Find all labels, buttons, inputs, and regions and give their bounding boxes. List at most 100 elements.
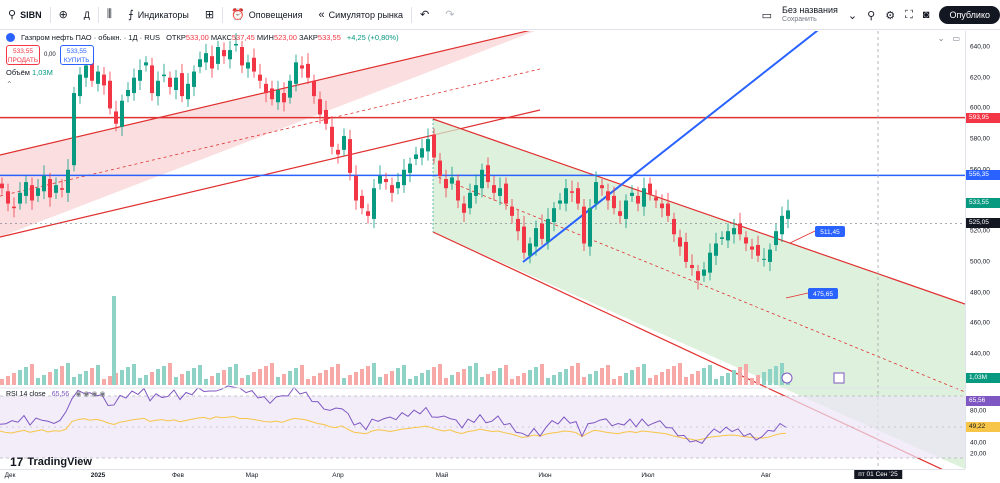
replay-label: Симулятор рынка <box>328 9 404 20</box>
divider <box>49 6 51 23</box>
chart-pane[interactable]: 511,45 475,65 <box>0 31 965 469</box>
add-symbol-button[interactable]: ⊕ <box>51 0 76 30</box>
undo-button[interactable]: ↶ <box>412 0 437 30</box>
save-layout[interactable]: Без названия Сохранить <box>776 5 844 24</box>
collapse-legend-icon[interactable]: ⌃ <box>6 80 13 89</box>
time-tick-label: Апр <box>332 472 344 479</box>
candle-body <box>582 206 586 244</box>
price-tick-label: 480,00 <box>970 289 990 297</box>
volume-bar <box>774 366 778 385</box>
candle-body <box>192 71 196 87</box>
collapse-pane-icon[interactable]: ⌄ <box>937 34 945 43</box>
price-tick-label: 440,00 <box>970 350 990 358</box>
layouts-button[interactable]: ⊞ <box>197 0 222 30</box>
price-axis[interactable]: 640,00620,00600,00580,00560,00540,00520,… <box>965 31 1000 469</box>
volume-bar <box>216 373 220 385</box>
time-axis[interactable]: Дек 2025 Фев Мар Апр Май Июн Июл Авг пт 01 Сен '2… <box>0 469 965 483</box>
candle-body <box>408 163 412 173</box>
volume-bar <box>732 370 736 385</box>
indicators-button[interactable]: ⨍ Индикаторы <box>120 0 197 30</box>
candle-body <box>672 218 676 235</box>
settings-button[interactable]: ⚙ <box>881 0 899 30</box>
volume-bar <box>330 367 334 385</box>
candle-body <box>258 74 262 81</box>
price-chart-canvas[interactable]: 511,45 475,65 <box>0 31 965 469</box>
volume-bar <box>756 375 760 385</box>
candle-body <box>186 83 190 100</box>
crosshair-date-label: пт 01 Сен '25 <box>854 470 902 479</box>
chart-type-button[interactable]: ⫼ <box>99 0 120 30</box>
candle-body <box>570 191 574 193</box>
search-icon: ⚲ <box>867 9 876 22</box>
candle-body <box>372 188 376 219</box>
price-tick-label: 500,00 <box>970 258 990 266</box>
volume-bar <box>120 370 124 385</box>
candle-body <box>438 160 442 176</box>
volume-bar <box>348 375 352 385</box>
volume-bar <box>618 376 622 385</box>
redo-button[interactable]: ↷ <box>437 0 462 30</box>
candle-body <box>96 71 100 84</box>
interval-button[interactable]: Д <box>76 0 98 30</box>
candle-body <box>210 56 214 69</box>
ohlc-values: ОТКР533,00 МАКС537,45 МИН523,00 ЗАКР533,… <box>166 33 341 42</box>
maximize-pane-icon[interactable]: ▭ <box>952 34 960 43</box>
volume-bar <box>660 372 664 385</box>
volume-bar <box>744 364 748 385</box>
volume-bar <box>306 379 310 385</box>
tradingview-logo: 17 TradingView <box>10 455 92 469</box>
candle-body <box>774 231 778 246</box>
symbol-search[interactable]: ⚲ SIBN <box>0 0 50 30</box>
candle-body <box>576 188 580 204</box>
candle-body <box>6 191 10 204</box>
candle-body <box>474 185 478 196</box>
volume-bar <box>738 367 742 385</box>
fullscreen-button[interactable]: ⛶ <box>901 0 917 30</box>
callout-511-text: 511,45 <box>820 229 840 236</box>
toolbar-right: ▭ Без названия Сохранить ⌄ ⚲ ⚙ ⛶ ◙ Опубл… <box>758 0 1000 30</box>
quick-search-button[interactable]: ⚲ <box>863 0 879 30</box>
volume-bar <box>318 373 322 385</box>
candle-body <box>432 134 436 158</box>
candle-body <box>276 89 280 103</box>
rsi-line <box>0 385 787 444</box>
candle-body <box>564 188 568 204</box>
volume-bar <box>78 374 82 385</box>
candle-body <box>84 65 88 78</box>
replay-button[interactable]: « Симулятор рынка <box>311 0 412 30</box>
time-tick-label: Июн <box>538 472 552 479</box>
candle-body <box>48 179 52 198</box>
alerts-button[interactable]: ⏰ Оповещения <box>223 0 310 30</box>
candle-body <box>744 237 748 244</box>
volume-bar <box>720 376 724 385</box>
candle-body <box>180 73 184 97</box>
change-value: +4,25 (+0,80%) <box>346 33 399 42</box>
volume-bar <box>162 366 166 385</box>
buy-button[interactable]: 533,55 КУПИТЬ <box>59 45 94 65</box>
volume-bar <box>366 366 370 385</box>
price-tick-label: 640,00 <box>970 43 990 51</box>
layout-menu[interactable]: ▭ Без названия Сохранить ⌄ <box>758 0 862 30</box>
volume-bar <box>456 372 460 385</box>
search-icon: ⚲ <box>8 9 17 21</box>
candle-body <box>468 192 472 209</box>
candle-body <box>60 188 64 190</box>
price-tag: 525,05 <box>966 218 1000 229</box>
volume-bar <box>636 367 640 385</box>
volume-bar <box>708 365 712 385</box>
volume-bar <box>702 368 706 385</box>
time-tick-label: Мар <box>245 472 259 479</box>
candle-body <box>0 183 4 189</box>
candle-body <box>156 80 160 97</box>
volume-bar <box>600 368 604 385</box>
snapshot-button[interactable]: ◙ <box>919 0 934 30</box>
candle-body <box>486 165 490 183</box>
symbol-legend: Газпром нефть ПАО · обыкн. · 1Д · RUS ОТ… <box>6 33 399 42</box>
publish-button[interactable]: Опублико <box>939 6 1000 24</box>
candle-body <box>354 175 358 201</box>
indicator-controls[interactable]: ◉ ◉ ◉ ◉ <box>75 391 106 398</box>
volume-bar <box>42 375 46 385</box>
sell-button[interactable]: 533,55 ПРОДАТЬ <box>6 45 40 65</box>
candle-body <box>306 63 310 78</box>
volume-bar <box>300 365 304 385</box>
